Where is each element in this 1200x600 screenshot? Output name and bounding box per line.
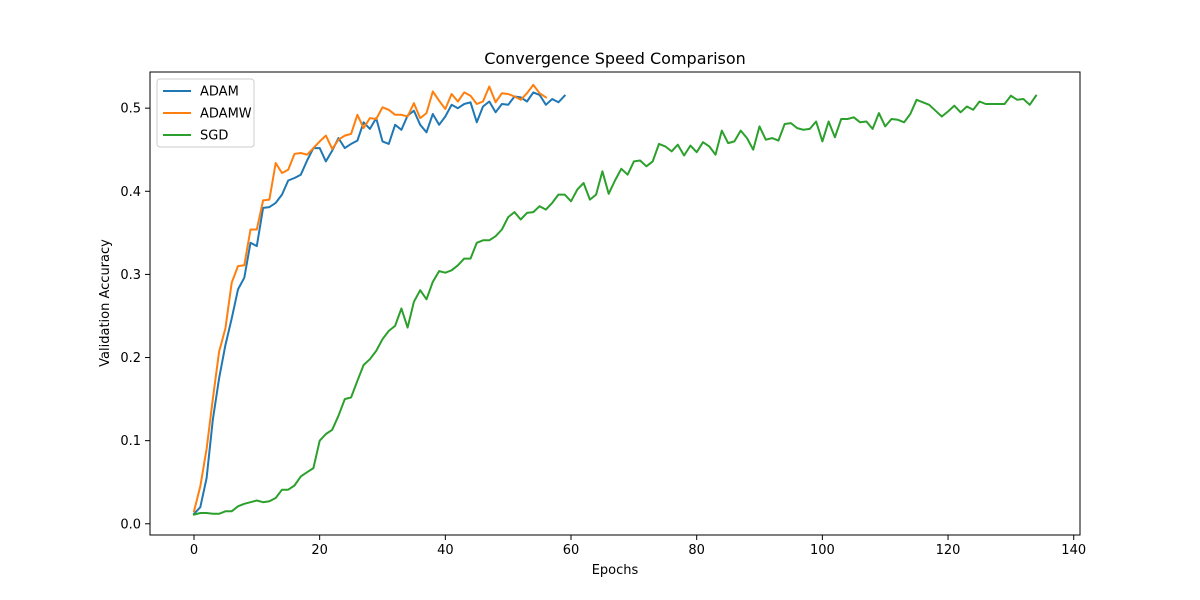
y-tick-label: 0.2	[120, 351, 141, 366]
x-tick-label: 100	[810, 543, 835, 558]
y-tick-label: 0.1	[120, 434, 141, 449]
x-axis: 0 20 40 60 80 100 120 140	[190, 535, 1086, 558]
y-axis: 0.0 0.1 0.2 0.3 0.4 0.5	[120, 102, 150, 532]
legend-label-adam: ADAM	[200, 85, 239, 100]
x-tick-label: 120	[936, 543, 961, 558]
axes-frame	[149, 71, 1081, 536]
x-tick-label: 20	[311, 543, 328, 558]
series-line-adamw	[192, 83, 548, 513]
series-line-adam	[192, 91, 567, 516]
legend-label-adamw: ADAMW	[200, 107, 252, 122]
y-tick-label: 0.0	[120, 517, 141, 532]
chart-title: Convergence Speed Comparison	[484, 49, 746, 68]
series-line-sgd	[192, 94, 1038, 516]
y-tick-label: 0.3	[120, 268, 141, 283]
x-tick-label: 140	[1061, 543, 1086, 558]
x-tick-label: 80	[688, 543, 705, 558]
y-tick-label: 0.5	[120, 102, 141, 117]
series-group	[192, 83, 1038, 516]
x-axis-title: Epochs	[592, 563, 639, 578]
legend-box	[156, 78, 255, 148]
x-tick-label: 40	[437, 543, 454, 558]
plot-area	[149, 71, 1081, 536]
y-tick-label: 0.4	[120, 185, 141, 200]
legend-label-sgd: SGD	[200, 129, 228, 144]
y-axis-title: Validation Accuracy	[98, 239, 113, 367]
x-tick-label: 0	[190, 543, 198, 558]
legend: ADAM ADAMW SGD	[156, 78, 255, 148]
x-tick-label: 60	[563, 543, 580, 558]
